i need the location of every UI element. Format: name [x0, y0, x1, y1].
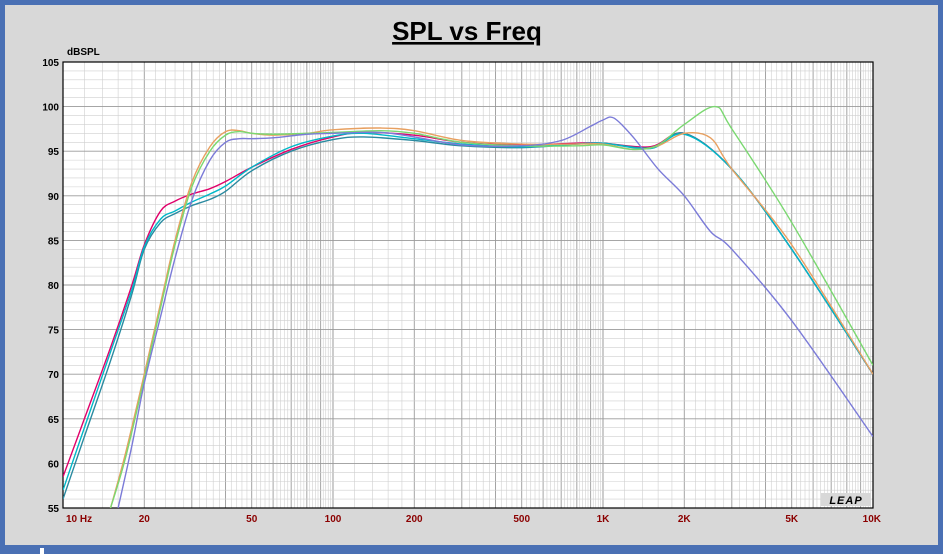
series-line-4: [109, 127, 873, 508]
series-line-6: [117, 116, 873, 508]
series-layer: [63, 105, 873, 508]
status-notch: [40, 548, 44, 554]
x-tick-label: 10K: [863, 514, 882, 525]
x-tick-label: 500: [513, 514, 530, 525]
y-tick-label: 95: [48, 147, 60, 158]
series-line-3: [63, 132, 873, 491]
status-strip: [0, 545, 943, 554]
y-tick-label: 55: [48, 504, 60, 515]
chart-grid: [62, 61, 874, 509]
y-tick-labels: 105 100 95 90 85 80 75 70 65 60 55: [42, 58, 59, 515]
x-tick-label: 50: [246, 514, 258, 525]
plot-border: [62, 61, 874, 509]
x-tick-label: 5K: [785, 514, 799, 525]
y-tick-label: 100: [42, 103, 59, 114]
leap-logo: LEAP: [829, 495, 862, 507]
y-tick-label: 80: [48, 281, 60, 292]
y-tick-label: 90: [48, 192, 60, 203]
chart-window-frame: 105 100 95 90 85 80 75 70 65 60 55 10 Hz 20 50 100 200…: [5, 5, 938, 545]
y-axis-label: dBSPL: [67, 47, 100, 58]
chart-title: SPL vs Freq: [392, 16, 542, 46]
spl-chart: 105 100 95 90 85 80 75 70 65 60 55 10 Hz 20 50 100 200…: [42, 16, 882, 525]
series-line-5: [109, 105, 873, 508]
y-tick-label: 105: [42, 58, 59, 69]
y-tick-label: 70: [48, 370, 60, 381]
x-tick-label: 2K: [678, 514, 692, 525]
x-tick-label: 100: [325, 514, 342, 525]
x-tick-label: 1K: [597, 514, 611, 525]
y-tick-label: 75: [48, 326, 60, 337]
logo-backdrop: [821, 493, 871, 506]
x-tick-label: 20: [139, 514, 151, 525]
x-tick-labels: 10 Hz 20 50 100 200 500 1K 2K 5K 10K: [66, 514, 882, 525]
y-tick-label: 60: [48, 459, 60, 470]
x-tick-label: 200: [406, 514, 423, 525]
y-tick-label: 65: [48, 415, 60, 426]
x-tick-label: 10 Hz: [66, 514, 92, 525]
series-line-2: [63, 132, 873, 500]
y-tick-label: 85: [48, 236, 60, 247]
